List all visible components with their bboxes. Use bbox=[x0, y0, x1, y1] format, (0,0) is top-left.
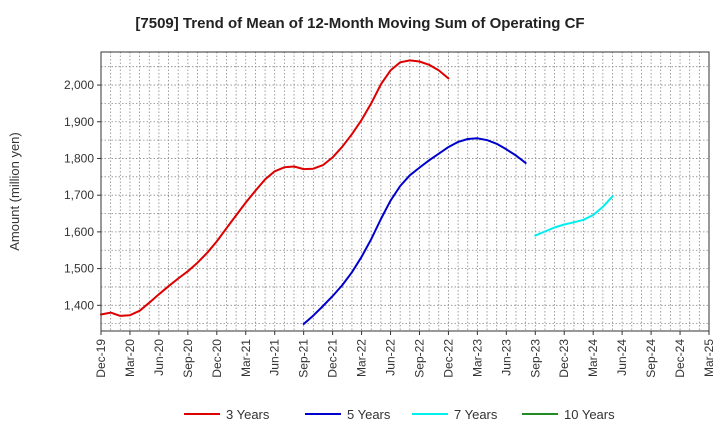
x-axis: Dec-19 Mar-20 Jun-20 Sep-20 Dec-20 Mar-21 Jun-… bbox=[94, 331, 716, 378]
plot-area bbox=[101, 52, 709, 331]
x-tick-label: Sep-24 bbox=[644, 339, 658, 378]
x-tick-label: Mar-24 bbox=[586, 339, 600, 377]
chart-title: [7509] Trend of Mean of 12-Month Moving … bbox=[135, 15, 584, 32]
x-tick-label: Jun-22 bbox=[384, 339, 398, 376]
x-tick-label: Dec-24 bbox=[673, 339, 687, 378]
y-axis: 1,400 1,500 1,600 1,700 1,800 1,900 2,000 bbox=[64, 78, 101, 312]
y-tick-label: 1,600 bbox=[64, 225, 94, 239]
legend-item-10-years: 10 Years bbox=[522, 407, 615, 422]
x-tick-label: Dec-21 bbox=[326, 339, 340, 378]
x-tick-label: Jun-21 bbox=[268, 339, 282, 376]
legend-item-5-years: 5 Years bbox=[305, 407, 391, 422]
y-tick-label: 1,500 bbox=[64, 262, 94, 276]
series-line-5-years bbox=[302, 137, 527, 325]
x-tick-label: Mar-25 bbox=[702, 339, 716, 377]
x-tick-label: Dec-23 bbox=[557, 339, 571, 378]
legend-item-3-years: 3 Years bbox=[184, 407, 270, 422]
x-tick-label: Jun-23 bbox=[499, 339, 513, 376]
legend-label: 5 Years bbox=[347, 407, 391, 422]
y-tick-label: 1,400 bbox=[64, 298, 94, 312]
x-tick-label: Sep-21 bbox=[297, 339, 311, 378]
x-tick-label: Mar-23 bbox=[470, 339, 484, 377]
legend: 3 Years 5 Years 7 Years 10 Years bbox=[184, 407, 615, 422]
series-layer bbox=[100, 59, 614, 325]
legend-item-7-years: 7 Years bbox=[412, 407, 498, 422]
y-tick-label: 1,800 bbox=[64, 151, 94, 165]
y-tick-label: 1,700 bbox=[64, 188, 94, 202]
x-tick-label: Sep-23 bbox=[528, 339, 542, 378]
y-tick-label: 2,000 bbox=[64, 78, 94, 92]
legend-label: 3 Years bbox=[226, 407, 270, 422]
series-line-7-years bbox=[534, 195, 614, 237]
x-tick-label: Sep-22 bbox=[412, 339, 426, 378]
x-tick-label: Sep-20 bbox=[181, 339, 195, 378]
y-axis-label: Amount (million yen) bbox=[7, 132, 22, 251]
plot-frame bbox=[100, 51, 710, 332]
x-tick-label: Mar-22 bbox=[355, 339, 369, 377]
x-tick-label: Mar-20 bbox=[123, 339, 137, 377]
x-tick-label: Dec-22 bbox=[441, 339, 455, 378]
series-line-3-years bbox=[100, 59, 450, 317]
legend-label: 7 Years bbox=[454, 407, 498, 422]
x-tick-label: Dec-19 bbox=[94, 339, 108, 378]
legend-label: 10 Years bbox=[564, 407, 615, 422]
x-tick-label: Jun-24 bbox=[615, 339, 629, 376]
x-tick-label: Mar-21 bbox=[239, 339, 253, 377]
x-tick-label: Dec-20 bbox=[210, 339, 224, 378]
y-tick-label: 1,900 bbox=[64, 115, 94, 129]
x-tick-label: Jun-20 bbox=[152, 339, 166, 376]
grid-lines bbox=[101, 52, 709, 331]
